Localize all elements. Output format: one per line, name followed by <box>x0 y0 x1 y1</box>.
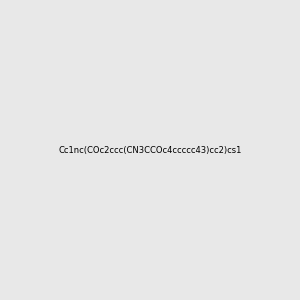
Text: Cc1nc(COc2ccc(CN3CCOc4ccccc43)cc2)cs1: Cc1nc(COc2ccc(CN3CCOc4ccccc43)cc2)cs1 <box>58 146 242 154</box>
